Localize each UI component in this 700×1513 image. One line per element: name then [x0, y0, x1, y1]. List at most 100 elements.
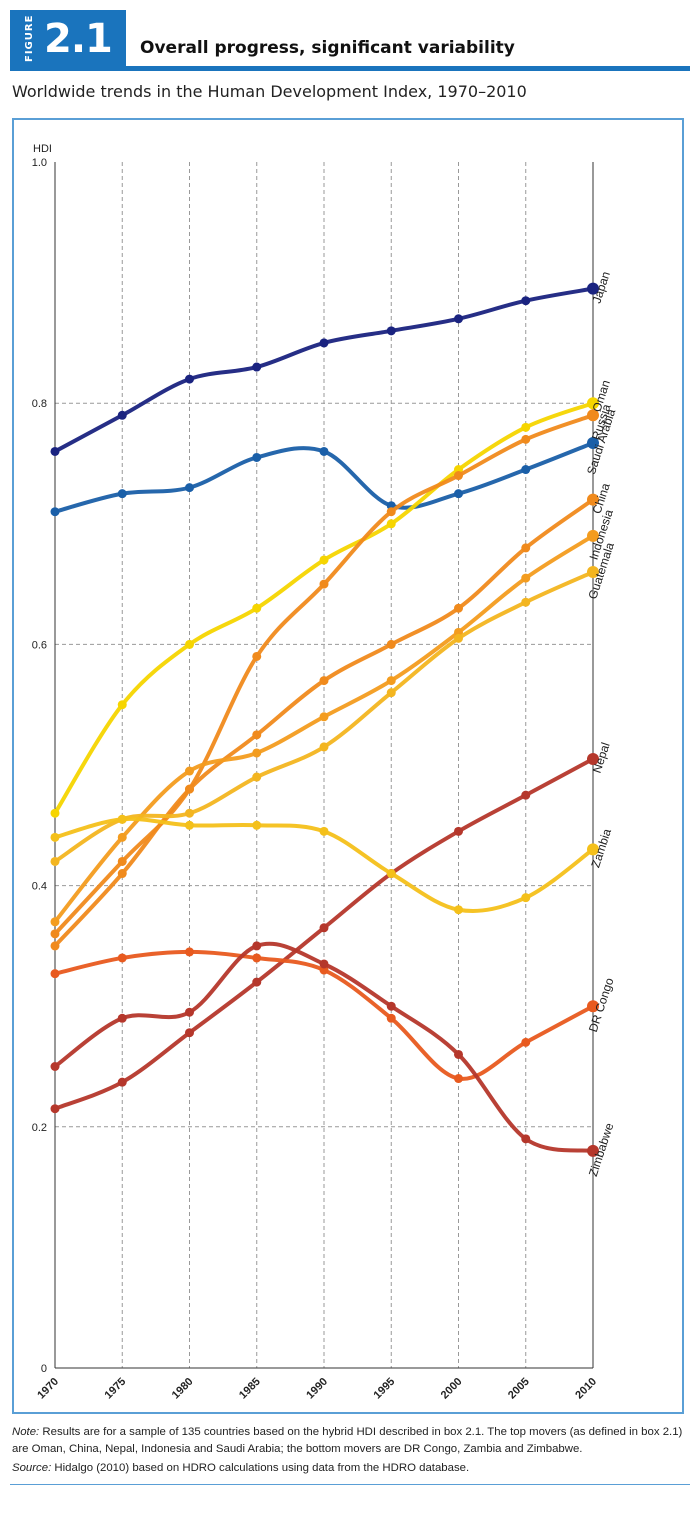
x-tick-label: 2000 [439, 1376, 465, 1402]
data-point [50, 808, 60, 818]
data-point [521, 422, 531, 432]
data-point [185, 1028, 194, 1038]
data-point [319, 923, 329, 933]
data-point [117, 410, 127, 420]
source-text: Hidalgo (2010) based on HDRO calculation… [51, 1462, 470, 1474]
data-point [185, 766, 194, 776]
data-point [319, 742, 329, 752]
data-point [319, 338, 329, 348]
data-point [185, 820, 194, 830]
hdi-line-chart: 0 0.2 0.4 0.6 0.8 1.0 1970 1975 1980 1985 1990 1995… [32, 143, 619, 1402]
data-point [587, 566, 599, 579]
figure-badge: FIGURE 2.1 [10, 10, 126, 68]
y-tick-label: 0.6 [32, 639, 47, 651]
data-point [454, 826, 463, 836]
data-point [252, 730, 262, 740]
data-point [587, 397, 599, 410]
data-point [185, 808, 194, 818]
source-label: Source: [12, 1462, 52, 1474]
series-oman [50, 397, 599, 818]
data-point [50, 507, 60, 517]
data-point [252, 748, 262, 758]
data-point [252, 953, 262, 963]
header-rule [10, 66, 690, 71]
data-point [587, 282, 599, 295]
data-point [386, 688, 396, 698]
data-point [587, 752, 599, 765]
data-point [185, 947, 194, 957]
data-point [521, 790, 531, 800]
data-point [117, 1013, 127, 1023]
data-point [185, 483, 194, 493]
data-point [117, 953, 127, 963]
x-tick-label: 1980 [170, 1376, 196, 1402]
data-point [252, 820, 262, 830]
series-zambia [50, 814, 599, 915]
data-point [50, 1104, 60, 1114]
data-point [185, 374, 194, 384]
y-tick-label: 0.2 [32, 1122, 47, 1134]
data-point [587, 1144, 599, 1157]
series-china [50, 493, 599, 951]
data-point [587, 843, 599, 856]
bottom-rule [10, 1484, 690, 1485]
data-point [319, 579, 329, 589]
data-point [454, 1074, 463, 1084]
series-indonesia [50, 529, 599, 927]
data-point [521, 1134, 531, 1144]
series-dr-congo [50, 947, 599, 1084]
series-line [53, 413, 595, 936]
data-point [319, 676, 329, 686]
data-point [386, 639, 396, 649]
y-tick-label: 0 [41, 1363, 47, 1375]
data-point [185, 639, 194, 649]
series-saudi-arabia [50, 436, 599, 517]
data-point [117, 814, 127, 824]
x-tick-label: 1990 [304, 1376, 330, 1402]
series-nepal [50, 752, 599, 1114]
series-line [53, 401, 595, 816]
data-point [252, 941, 262, 951]
x-tick-label: 1970 [35, 1376, 61, 1402]
data-point [521, 1037, 531, 1047]
data-point [386, 1001, 396, 1011]
figure-header: FIGURE 2.1 Overall progress, significant… [0, 10, 690, 68]
data-point [454, 314, 463, 324]
data-point [50, 969, 60, 979]
data-point [587, 409, 599, 422]
data-point [50, 832, 60, 842]
data-point [587, 1000, 599, 1013]
data-point [319, 959, 329, 969]
data-point [252, 452, 262, 462]
data-point [521, 296, 531, 306]
data-point [50, 856, 60, 866]
data-point [386, 519, 396, 529]
data-point [386, 326, 396, 336]
data-point [319, 555, 329, 565]
data-point [521, 434, 531, 444]
series-guatemala [50, 566, 599, 866]
data-point [185, 1007, 194, 1017]
data-point [252, 977, 262, 987]
note-text: Results are for a sample of 135 countrie… [12, 1426, 683, 1455]
series-line [53, 286, 595, 454]
x-tick-label: 2005 [506, 1376, 532, 1402]
data-point [50, 941, 60, 951]
data-point [319, 826, 329, 836]
chart-source: Source: Hidalgo (2010) based on HDRO cal… [12, 1462, 688, 1474]
note-label: Note: [12, 1426, 40, 1438]
data-point [319, 712, 329, 722]
data-point [50, 917, 60, 927]
data-point [252, 772, 262, 782]
data-point [386, 676, 396, 686]
chart-note: Note: Results are for a sample of 135 co… [12, 1424, 688, 1458]
data-point [319, 446, 329, 456]
data-point [454, 1049, 463, 1059]
data-point [50, 929, 60, 939]
data-point [50, 446, 60, 456]
y-tick-label: 0.4 [32, 881, 47, 893]
data-point [587, 436, 599, 449]
data-point [252, 603, 262, 613]
data-point [587, 529, 599, 542]
data-point [454, 471, 463, 481]
